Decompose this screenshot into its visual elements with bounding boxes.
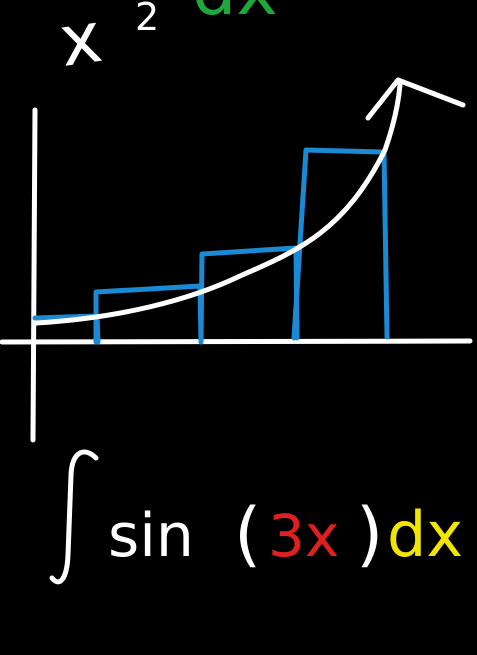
integral-differential: dx	[387, 498, 463, 571]
arrow-head-icon	[365, 77, 466, 121]
x-axis	[0, 338, 473, 345]
y-axis	[30, 107, 38, 443]
rectangle-3	[198, 245, 300, 345]
close-paren: )	[356, 493, 383, 575]
open-paren: (	[234, 493, 261, 575]
function-name: sin	[108, 501, 194, 571]
function-argument: 3x	[268, 502, 339, 570]
growth-curve	[33, 77, 466, 326]
riemann-rectangles	[32, 147, 390, 345]
axes	[0, 107, 473, 443]
curve-line	[33, 82, 403, 326]
top-expression: x 2 dx	[54, 0, 278, 83]
integral-expression: ∫ sin ( 3x ) dx	[49, 449, 463, 585]
top-expression-base: x	[54, 0, 106, 83]
top-expression-differential: dx	[192, 0, 278, 31]
integral-sign-icon	[49, 449, 99, 585]
top-expression-exponent: 2	[135, 0, 159, 39]
